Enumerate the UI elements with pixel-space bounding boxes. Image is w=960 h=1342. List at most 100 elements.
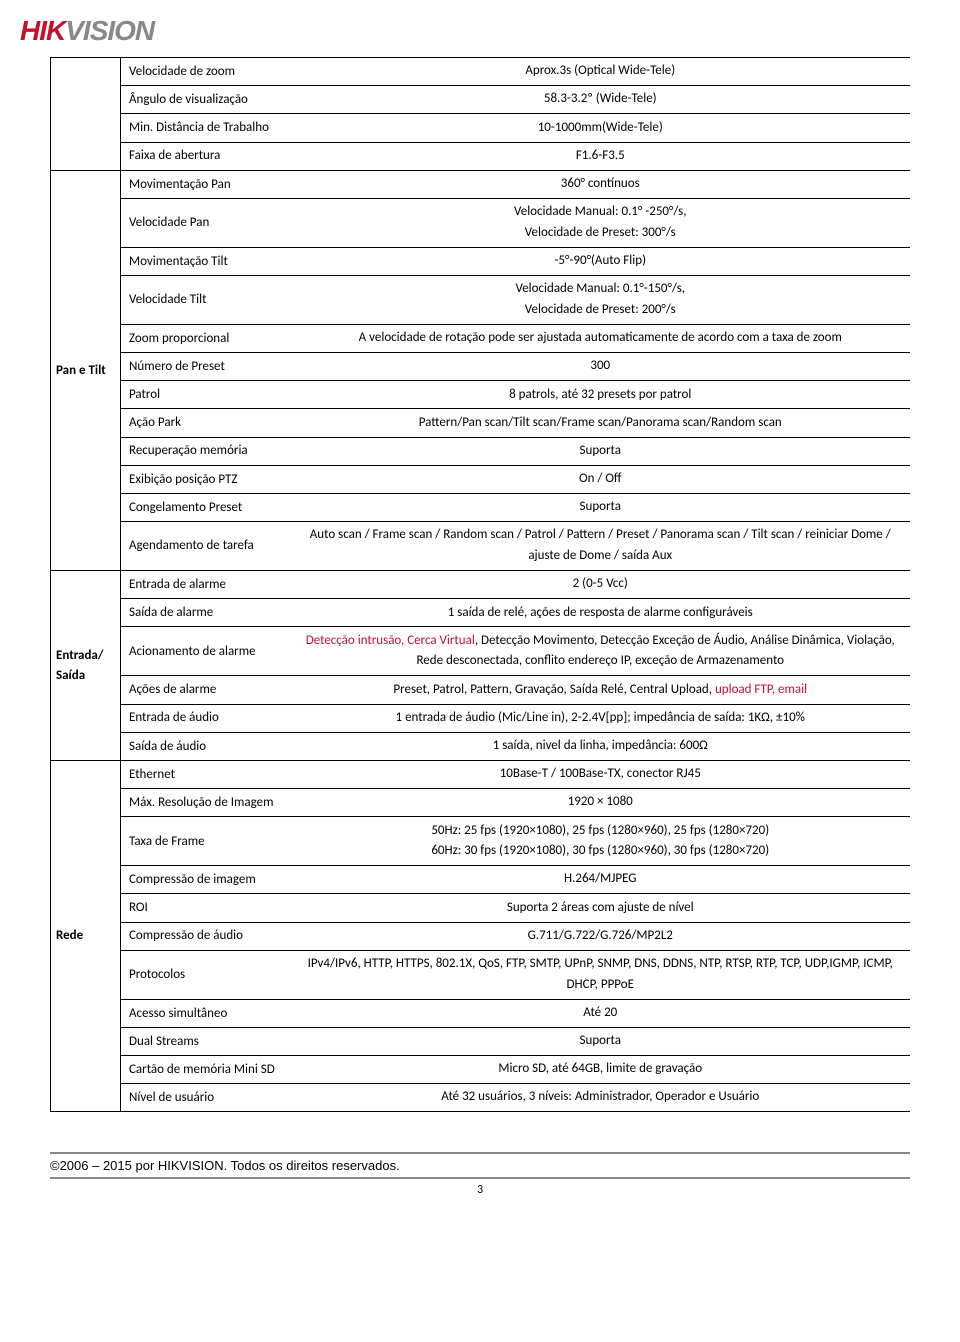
spec-attr: Patrol bbox=[121, 381, 291, 409]
spec-value: Velocidade Manual: 0.1°-150°/s,Velocidad… bbox=[296, 279, 906, 321]
spec-value: -5°-90°(Auto Flip) bbox=[296, 251, 906, 272]
table-row: Patrol8 patrols, até 32 presets por patr… bbox=[51, 381, 911, 409]
spec-attr: Ações de alarme bbox=[121, 676, 291, 704]
spec-attr: ROI bbox=[121, 894, 291, 922]
table-row: Pan e TiltMovimentação Pan360° contínuos bbox=[51, 170, 911, 198]
section-cell bbox=[51, 58, 121, 171]
spec-value: 58.3-3.2º (Wide-Tele) bbox=[296, 89, 906, 110]
spec-value: 8 patrols, até 32 presets por patrol bbox=[296, 385, 906, 406]
table-row: Saída de alarme1 saída de relé, ações de… bbox=[51, 599, 911, 627]
table-row: Entrada/SaídaEntrada de alarme2 (0-5 Vcc… bbox=[51, 571, 911, 599]
spec-value: F1.6-F3.5 bbox=[296, 146, 906, 167]
table-row: Ação ParkPattern/Pan scan/Tilt scan/Fram… bbox=[51, 409, 911, 437]
table-row: Acionamento de alarmeDetecção intrusão, … bbox=[51, 627, 911, 676]
footer-copyright: ©2006 – 2015 por HIKVISION. Todos os dir… bbox=[50, 1152, 910, 1179]
table-row: RedeEthernet10Base-T / 100Base-TX, conec… bbox=[51, 760, 911, 788]
spec-value: 300 bbox=[296, 356, 906, 377]
spec-value: IPv4/IPv6, HTTP, HTTPS, 802.1X, QoS, FTP… bbox=[296, 954, 906, 996]
spec-attr: Recuperação memória bbox=[121, 437, 291, 465]
section-label: Pan e Tilt bbox=[51, 170, 121, 570]
spec-value: On / Off bbox=[296, 469, 906, 490]
spec-attr: Min. Distância de Trabalho bbox=[121, 114, 291, 142]
table-row: Número de Preset300 bbox=[51, 353, 911, 381]
table-row: Taxa de Frame50Hz: 25 fps (1920×1080), 2… bbox=[51, 817, 911, 866]
spec-attr: Faixa de abertura bbox=[121, 142, 291, 170]
spec-attr: Congelamento Preset bbox=[121, 494, 291, 522]
spec-attr: Máx. Resolução de Imagem bbox=[121, 789, 291, 817]
spec-attr: Taxa de Frame bbox=[121, 817, 291, 866]
spec-value: 1920 × 1080 bbox=[296, 792, 906, 813]
table-row: Faixa de aberturaF1.6-F3.5 bbox=[51, 142, 911, 170]
logo-hik: HIK bbox=[20, 15, 65, 46]
spec-attr: Ação Park bbox=[121, 409, 291, 437]
spec-attr: Movimentação Pan bbox=[121, 170, 291, 198]
spec-value: A velocidade de rotação pode ser ajustad… bbox=[296, 328, 906, 349]
spec-attr: Velocidade Pan bbox=[121, 198, 291, 247]
spec-value: H.264/MJPEG bbox=[296, 869, 906, 890]
spec-attr: Agendamento de tarefa bbox=[121, 522, 291, 571]
table-row: Agendamento de tarefaAuto scan / Frame s… bbox=[51, 522, 911, 571]
spec-attr: Acionamento de alarme bbox=[121, 627, 291, 676]
spec-attr: Velocidade Tilt bbox=[121, 276, 291, 325]
spec-attr: Ângulo de visualização bbox=[121, 86, 291, 114]
table-row: Compressão de áudioG.711/G.722/G.726/MP2… bbox=[51, 922, 911, 950]
spec-attr: Entrada de alarme bbox=[121, 571, 291, 599]
table-row: Recuperação memóriaSuporta bbox=[51, 437, 911, 465]
table-row: Entrada de áudio1 entrada de áudio (Mic/… bbox=[51, 704, 911, 732]
table-row: Ações de alarmePreset, Patrol, Pattern, … bbox=[51, 676, 911, 704]
spec-value: 10-1000mm(Wide-Tele) bbox=[296, 118, 906, 139]
table-row: Velocidade TiltVelocidade Manual: 0.1°-1… bbox=[51, 276, 911, 325]
spec-value: Suporta 2 áreas com ajuste de nível bbox=[296, 898, 906, 919]
table-row: Congelamento PresetSuporta bbox=[51, 494, 911, 522]
spec-attr: Protocolos bbox=[121, 950, 291, 999]
table-row: Ângulo de visualização58.3-3.2º (Wide-Te… bbox=[51, 86, 911, 114]
spec-value: Até 20 bbox=[296, 1003, 906, 1024]
spec-attr: Nível de usuário bbox=[121, 1084, 291, 1112]
table-row: ProtocolosIPv4/IPv6, HTTP, HTTPS, 802.1X… bbox=[51, 950, 911, 999]
spec-value: Preset, Patrol, Pattern, Gravação, Saída… bbox=[296, 680, 906, 701]
spec-attr: Ethernet bbox=[121, 760, 291, 788]
spec-value: Auto scan / Frame scan / Random scan / P… bbox=[296, 525, 906, 567]
spec-value: Pattern/Pan scan/Tilt scan/Frame scan/Pa… bbox=[296, 413, 906, 434]
spec-attr: Movimentação Tilt bbox=[121, 247, 291, 275]
spec-attr: Saída de alarme bbox=[121, 599, 291, 627]
spec-attr: Compressão de imagem bbox=[121, 866, 291, 894]
spec-attr: Cartão de memória Mini SD bbox=[121, 1056, 291, 1084]
spec-value: Até 32 usuários, 3 níveis: Administrador… bbox=[296, 1087, 906, 1108]
spec-value: Aprox.3s (Optical Wide-Tele) bbox=[296, 61, 906, 82]
spec-value: Suporta bbox=[296, 497, 906, 518]
table-row: Nível de usuárioAté 32 usuários, 3 nívei… bbox=[51, 1084, 911, 1112]
table-row: Min. Distância de Trabalho10-1000mm(Wide… bbox=[51, 114, 911, 142]
spec-value: 360° contínuos bbox=[296, 174, 906, 195]
section-label: Rede bbox=[51, 760, 121, 1111]
table-row: Máx. Resolução de Imagem1920 × 1080 bbox=[51, 789, 911, 817]
spec-value: 1 saída de relé, ações de resposta de al… bbox=[296, 603, 906, 624]
spec-value: Velocidade Manual: 0.1° -250°/s,Velocida… bbox=[296, 202, 906, 244]
spec-attr: Exibição posição PTZ bbox=[121, 465, 291, 493]
table-row: Compressão de imagemH.264/MJPEG bbox=[51, 866, 911, 894]
spec-value: 10Base-T / 100Base-TX, conector RJ45 bbox=[296, 764, 906, 785]
table-row: ROISuporta 2 áreas com ajuste de nível bbox=[51, 894, 911, 922]
spec-attr: Zoom proporcional bbox=[121, 324, 291, 352]
spec-attr: Saída de áudio bbox=[121, 732, 291, 760]
logo-vision: VISION bbox=[65, 15, 154, 46]
table-row: Dual StreamsSuporta bbox=[51, 1027, 911, 1055]
spec-attr: Dual Streams bbox=[121, 1027, 291, 1055]
table-row: Movimentação Tilt-5°-90°(Auto Flip) bbox=[51, 247, 911, 275]
spec-attr: Compressão de áudio bbox=[121, 922, 291, 950]
table-row: Velocidade de zoomAprox.3s (Optical Wide… bbox=[51, 58, 911, 86]
spec-value: Detecção intrusão, Cerca Virtual, Detecç… bbox=[296, 631, 906, 673]
section-label: Entrada/Saída bbox=[51, 571, 121, 761]
spec-table: Velocidade de zoomAprox.3s (Optical Wide… bbox=[50, 57, 910, 1112]
spec-value: 2 (0-5 Vcc) bbox=[296, 574, 906, 595]
table-row: Exibição posição PTZOn / Off bbox=[51, 465, 911, 493]
logo: HIKVISION bbox=[20, 15, 910, 47]
spec-value: 50Hz: 25 fps (1920×1080), 25 fps (1280×9… bbox=[296, 821, 906, 863]
table-row: Velocidade PanVelocidade Manual: 0.1° -2… bbox=[51, 198, 911, 247]
spec-value: Suporta bbox=[296, 1031, 906, 1052]
table-row: Saída de áudio1 saída, nivel da linha, i… bbox=[51, 732, 911, 760]
spec-attr: Acesso simultâneo bbox=[121, 999, 291, 1027]
spec-value: 1 entrada de áudio (Mic/Line in), 2-2.4V… bbox=[296, 708, 906, 729]
spec-value: Micro SD, até 64GB, limite de gravação bbox=[296, 1059, 906, 1080]
table-row: Acesso simultâneoAté 20 bbox=[51, 999, 911, 1027]
